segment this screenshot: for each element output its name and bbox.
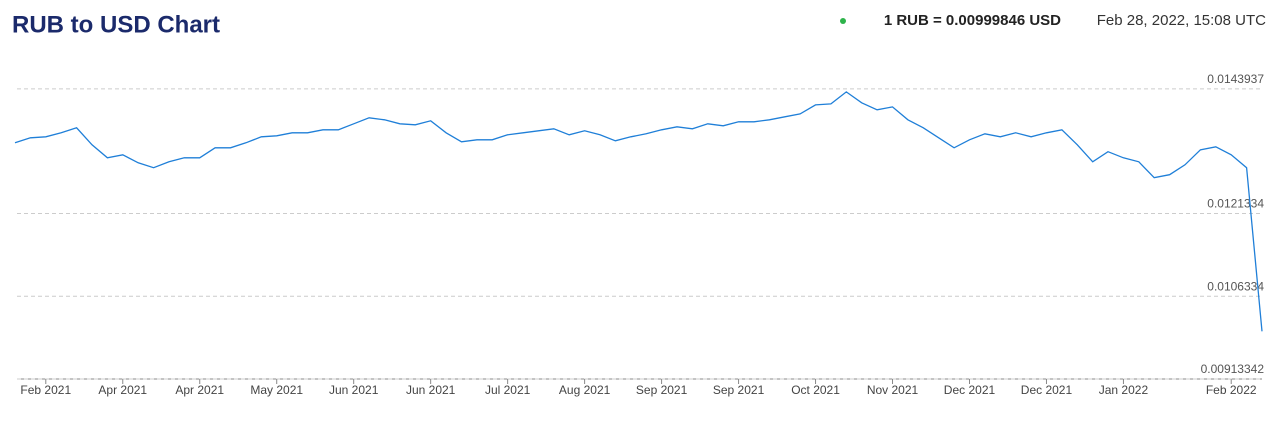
x-tick-label: Feb 2022	[1206, 383, 1257, 397]
x-tick-label: Dec 2021	[944, 383, 996, 397]
x-tick-label: Sep 2021	[636, 383, 688, 397]
price-line	[14, 91, 1263, 332]
y-tick-label: 0.0121334	[1207, 197, 1264, 211]
x-tick-label: Jun 2021	[406, 383, 456, 397]
x-tick-label: Sep 2021	[713, 383, 765, 397]
y-tick-label: 0.00913342	[1201, 362, 1265, 376]
x-tick-label: Jul 2021	[485, 383, 531, 397]
x-tick-label: Apr 2021	[98, 383, 147, 397]
timestamp: Feb 28, 2022, 15:08 UTC	[1097, 12, 1266, 29]
rate-text: 1 RUB = 0.00999846 USD	[884, 12, 1061, 29]
x-tick-label: Apr 2021	[175, 383, 224, 397]
x-tick-label: Oct 2021	[791, 383, 840, 397]
chart-title: RUB to USD Chart	[12, 11, 220, 38]
y-tick-label: 0.0143937	[1207, 72, 1264, 86]
x-tick-label: Aug 2021	[559, 383, 611, 397]
x-tick-label: Jun 2021	[329, 383, 379, 397]
status-dot	[840, 18, 846, 24]
x-tick-label: Dec 2021	[1021, 383, 1073, 397]
x-tick-label: May 2021	[250, 383, 303, 397]
x-tick-label: Feb 2021	[20, 383, 71, 397]
x-tick-label: Nov 2021	[867, 383, 919, 397]
y-tick-label: 0.0106334	[1207, 279, 1264, 293]
x-tick-label: Jan 2022	[1099, 383, 1149, 397]
